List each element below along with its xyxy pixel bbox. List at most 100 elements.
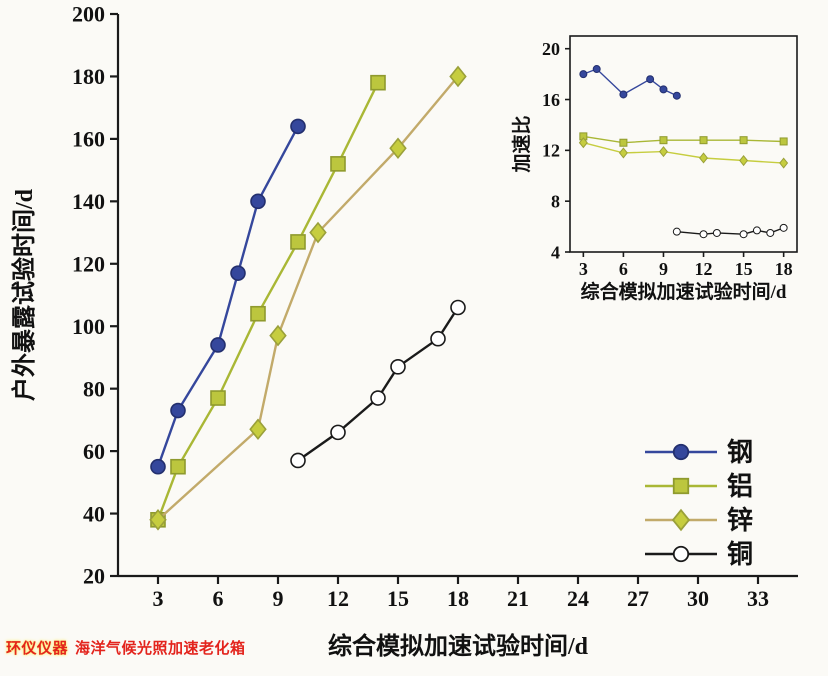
- main-chart-x-tick-label: 30: [687, 586, 709, 611]
- main-chart-y-tick-label: 40: [83, 501, 105, 526]
- inset-chart-y-tick-label: 20: [542, 39, 560, 59]
- data-point-marker: [250, 305, 266, 322]
- data-point-marker: [309, 221, 327, 244]
- data-point-marker: [672, 227, 681, 236]
- data-point-marker: [170, 458, 186, 475]
- data-point-marker: [370, 390, 386, 406]
- data-point-marker: [250, 193, 266, 210]
- data-point-marker: [699, 136, 708, 145]
- data-point-marker: [712, 228, 721, 237]
- data-point-marker: [672, 545, 690, 563]
- main-chart-y-tick-label: 120: [72, 251, 105, 276]
- data-point-marker: [618, 147, 628, 159]
- data-point-marker: [578, 137, 588, 149]
- main-chart-y-tick-label: 160: [72, 127, 105, 152]
- main-chart-x-tick-label: 6: [213, 586, 224, 611]
- watermark-product: 海洋气候光照加速老化箱: [75, 640, 246, 657]
- main-chart-x-tick-label: 27: [627, 586, 649, 611]
- data-point-marker: [249, 418, 267, 441]
- data-point-marker: [739, 230, 748, 239]
- data-point-marker: [659, 136, 668, 145]
- data-point-marker: [389, 137, 407, 160]
- inset-chart-zinc-line: [583, 142, 784, 164]
- data-point-marker: [430, 330, 446, 347]
- inset-chart-y-axis-title: 加速比: [510, 115, 533, 173]
- data-point-marker: [619, 90, 628, 99]
- inset-chart-x-axis-title: 综合模拟加速试验时间/d: [581, 280, 787, 303]
- data-point-marker: [290, 234, 306, 250]
- main-chart-y-tick-label: 100: [72, 314, 105, 339]
- data-point-marker: [699, 152, 709, 164]
- inset-chart-y-tick-label: 12: [542, 141, 560, 161]
- data-point-marker: [619, 138, 628, 147]
- main-chart-y-tick-label: 140: [72, 189, 105, 214]
- legend-label-steel: 钢: [727, 438, 753, 467]
- data-point-marker: [149, 509, 167, 531]
- data-point-marker: [779, 137, 788, 146]
- data-point-marker: [450, 299, 466, 316]
- legend-label-zinc: 锌: [727, 506, 753, 535]
- inset-chart-x-tick-label: 3: [579, 259, 588, 279]
- data-point-marker: [779, 223, 788, 232]
- inset-chart: 3 6 9 12 15 18 4 8 12 16 20 综合模拟加速试验时间/d 加速比: [510, 35, 798, 303]
- inset-chart-y-tick-label: 16: [542, 90, 560, 110]
- main-chart-y-tick-label: 200: [72, 2, 105, 27]
- main-chart-x-tick-label: 33: [747, 586, 769, 611]
- data-point-marker: [739, 154, 749, 167]
- data-point-marker: [210, 337, 226, 353]
- inset-chart-aluminum-line: [583, 135, 784, 144]
- inset-chart-x-tick-label: 12: [695, 259, 713, 279]
- data-point-marker: [230, 265, 246, 281]
- data-point-marker: [646, 75, 655, 84]
- data-point-marker: [672, 477, 690, 495]
- main-chart-y-tick-label: 20: [83, 564, 105, 589]
- main-chart-x-tick-label: 9: [273, 586, 284, 611]
- data-point-marker: [592, 65, 601, 74]
- main-chart-aluminum-line: [156, 82, 380, 521]
- data-point-marker: [290, 118, 306, 135]
- data-point-marker: [170, 402, 186, 419]
- data-point-marker: [150, 458, 166, 475]
- data-point-marker: [739, 136, 748, 145]
- main-chart-zinc-line: [157, 75, 459, 521]
- data-point-marker: [659, 85, 668, 94]
- data-point-marker: [330, 424, 346, 441]
- inset-chart-x-tick-label: 18: [775, 259, 793, 279]
- main-chart-x-tick-label: 21: [507, 586, 529, 611]
- data-point-marker: [658, 146, 668, 158]
- inset-chart-x-tick-label: 9: [659, 259, 668, 279]
- data-point-marker: [766, 228, 775, 237]
- data-point-marker: [370, 74, 386, 91]
- main-chart-y-tick-label: 60: [83, 439, 105, 464]
- inset-chart-y-tick-label: 4: [551, 242, 560, 262]
- inset-chart-y-tick-label: 8: [551, 191, 560, 211]
- main-chart-y-axis-title: 户外暴露试验时间/d: [10, 188, 38, 401]
- inset-chart-x-tick-label: 15: [735, 259, 753, 279]
- watermark-brand: 环仪仪器: [6, 640, 69, 657]
- main-chart-x-tick-label: 12: [327, 586, 349, 611]
- data-point-marker: [390, 359, 406, 375]
- data-point-marker: [290, 452, 306, 469]
- data-point-marker: [579, 70, 588, 79]
- data-point-marker: [269, 324, 287, 347]
- data-point-marker: [671, 508, 691, 532]
- main-chart: 3 6 9 12 15 18 21 24 27 30 33 20 40 60 80 100 120 140 160 1…: [10, 2, 798, 660]
- inset-chart-x-tick-label: 6: [619, 259, 628, 279]
- data-point-marker: [210, 390, 226, 406]
- data-point-marker: [779, 157, 789, 169]
- main-chart-steel-line: [156, 125, 300, 468]
- legend-label-copper: 铜: [727, 540, 753, 569]
- main-chart-y-tick-label: 80: [83, 376, 105, 401]
- main-chart-x-tick-label: 18: [447, 586, 469, 611]
- watermark: 环仪仪器 海洋气候光照加速老化箱: [6, 637, 246, 658]
- data-point-marker: [449, 65, 467, 88]
- inset-chart-frame: [569, 35, 798, 253]
- main-chart-x-tick-label: 24: [567, 586, 589, 611]
- main-chart-y-tick-label: 180: [72, 64, 105, 89]
- main-chart-x-tick-label: 3: [153, 586, 164, 611]
- data-point-marker: [330, 156, 346, 172]
- data-point-marker: [752, 226, 761, 235]
- data-point-marker: [699, 230, 708, 239]
